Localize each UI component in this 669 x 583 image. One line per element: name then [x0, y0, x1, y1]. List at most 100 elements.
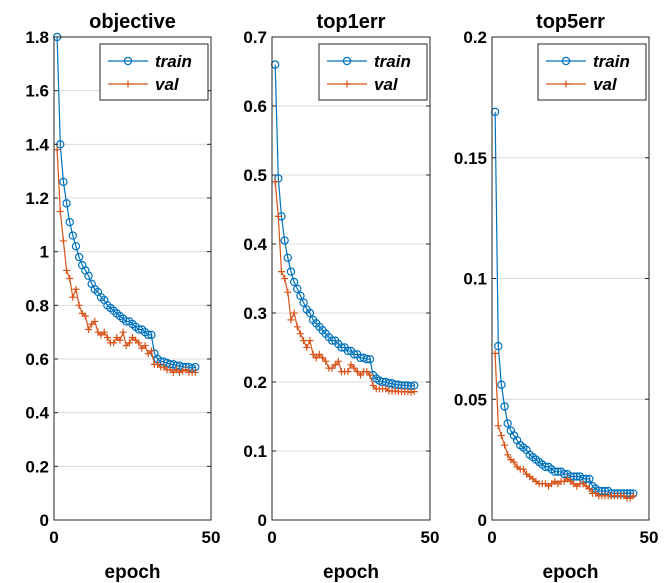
data-point-train	[59, 177, 68, 187]
data-point-train	[286, 267, 296, 276]
data-point-train	[84, 271, 93, 281]
data-point-val	[271, 178, 279, 186]
chart-title: objective	[89, 11, 176, 33]
data-point-val	[391, 387, 399, 395]
data-point-val	[366, 371, 374, 379]
y-tick-label: 0.8	[25, 296, 49, 315]
data-point-train	[550, 467, 560, 476]
data-point-val	[147, 347, 155, 355]
data-point-val	[315, 350, 323, 358]
data-point-train	[569, 472, 578, 481]
data-point-train	[289, 277, 299, 287]
y-tick-label: 0.1	[463, 270, 487, 289]
data-point-val	[66, 275, 74, 282]
data-point-val	[287, 316, 295, 324]
data-point-val	[116, 336, 124, 344]
data-point-val	[277, 268, 285, 276]
data-point-val	[404, 388, 412, 396]
data-point-val	[504, 451, 512, 459]
plot-area	[272, 37, 430, 520]
data-point-val	[56, 207, 64, 215]
data-point-val	[309, 350, 317, 358]
data-point-train	[356, 353, 365, 363]
legend-marker-train	[342, 56, 352, 66]
data-point-val	[494, 422, 502, 430]
data-point-train	[337, 343, 346, 352]
y-tick-label: 0.6	[243, 97, 267, 116]
chart-panel-objective: 0 0.2 0.4 0.6 0.8 1 1.2 1.4 1.6 1.8 0 50 objective ep…	[25, 11, 220, 583]
x-axis-label: epoch	[323, 562, 379, 583]
y-tick-label: 0.4	[243, 235, 267, 254]
data-point-val	[91, 317, 99, 325]
legend-box	[537, 43, 647, 101]
legend-label-val: val	[374, 75, 399, 94]
data-point-train	[343, 346, 353, 356]
data-point-val	[303, 344, 311, 351]
data-point-val	[491, 349, 499, 357]
data-point-val	[125, 339, 133, 347]
data-point-train	[500, 402, 509, 411]
data-point-train	[280, 236, 289, 245]
y-tick-label: 1.8	[25, 28, 49, 47]
data-point-val	[363, 368, 371, 376]
data-point-train	[71, 242, 81, 251]
chart-panel-top1err: 0 0.1 0.2 0.3 0.4 0.5 0.6 0.7 0 50 top1err epoch tra…	[243, 11, 439, 583]
x-axis-label: epoch	[105, 562, 161, 583]
data-point-val	[103, 334, 111, 342]
chart-panel-top5err: 0 0.05 0.1 0.15 0.2 0 50 top5err epoch train val	[454, 11, 659, 583]
y-tick-label: 0.7	[243, 28, 267, 47]
data-point-train	[503, 419, 512, 428]
legend-label-train: train	[155, 52, 192, 71]
data-point-val	[135, 339, 143, 347]
data-point-train	[65, 217, 74, 227]
data-point-val	[72, 285, 80, 293]
data-point-train	[299, 298, 308, 307]
data-point-val	[306, 337, 314, 345]
data-point-val	[501, 441, 509, 449]
legend-label-val: val	[155, 75, 180, 94]
data-point-train	[147, 330, 156, 340]
data-point-train	[62, 199, 71, 208]
data-point-val	[510, 458, 518, 466]
x-tick-label: 50	[202, 528, 221, 547]
data-point-train	[384, 379, 394, 388]
y-tick-label: 1.4	[25, 135, 49, 154]
y-tick-label: 0	[258, 511, 267, 530]
data-point-val	[300, 337, 308, 345]
chart-title: top1err	[317, 11, 386, 33]
data-point-val	[191, 368, 199, 376]
y-tick-label: 0.2	[243, 373, 267, 392]
legend-marker-val	[562, 80, 570, 88]
y-tick-label: 0.2	[463, 28, 487, 47]
data-point-train	[497, 380, 506, 389]
x-tick-label: 0	[487, 528, 496, 547]
data-point-val	[81, 312, 89, 320]
data-point-val	[274, 212, 282, 220]
y-tick-label: 0	[478, 511, 487, 530]
data-point-train	[296, 291, 305, 300]
data-point-train	[585, 474, 594, 484]
legend: train val	[99, 43, 209, 101]
data-point-val	[356, 371, 364, 379]
data-point-val	[85, 325, 93, 333]
data-point-val	[296, 330, 304, 338]
data-point-val	[347, 361, 355, 369]
data-point-train	[143, 330, 153, 340]
data-point-val	[334, 357, 342, 365]
data-point-train	[327, 336, 337, 345]
legend: train val	[537, 43, 647, 101]
x-tick-label: 50	[421, 528, 440, 547]
data-point-val	[350, 364, 358, 372]
x-tick-label: 0	[49, 528, 58, 547]
data-point-train	[293, 284, 302, 294]
y-tick-label: 1.6	[25, 82, 49, 101]
data-point-val	[290, 309, 298, 317]
data-point-train	[349, 350, 359, 359]
x-tick-label: 50	[640, 528, 659, 547]
plot-area	[54, 37, 211, 520]
data-point-val	[59, 237, 67, 245]
y-tick-label: 0.1	[243, 442, 267, 461]
y-tick-label: 0.3	[243, 304, 267, 323]
data-point-val	[176, 368, 184, 376]
data-point-val	[497, 431, 505, 439]
